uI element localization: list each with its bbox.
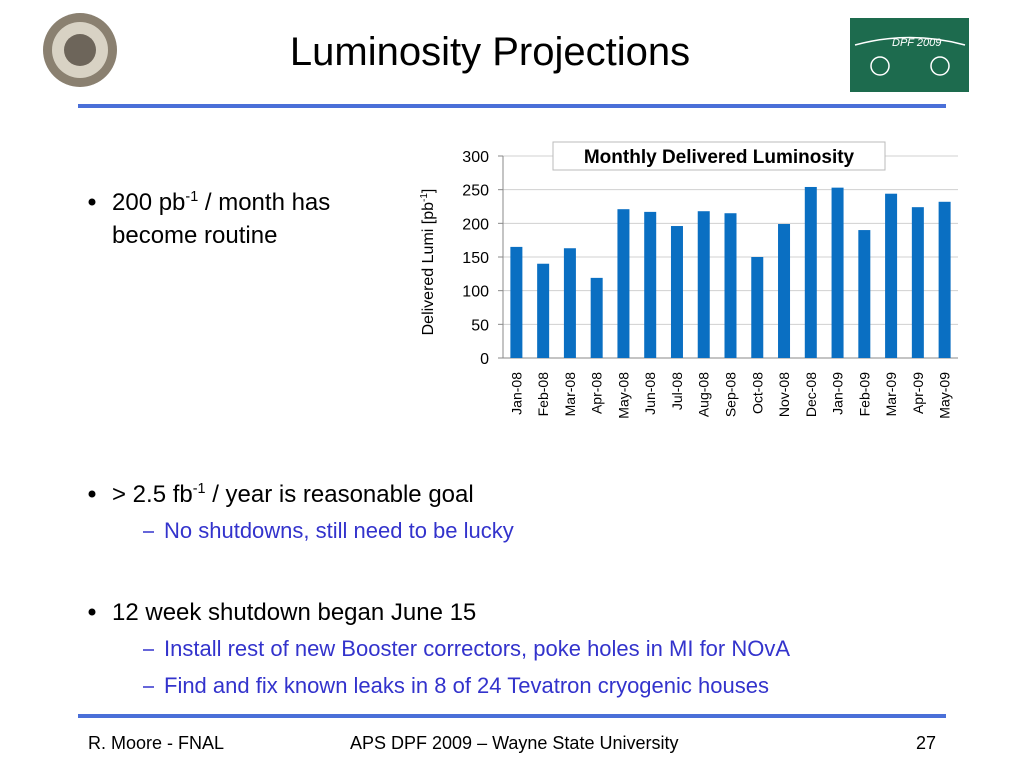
x-tick-label: Oct-08 bbox=[749, 372, 765, 414]
text-run: > 2.5 fb bbox=[112, 481, 193, 508]
x-tick-label: Mar-09 bbox=[883, 372, 899, 417]
bar bbox=[831, 187, 844, 358]
bar bbox=[697, 211, 710, 358]
footer-center: APS DPF 2009 – Wayne State University bbox=[350, 733, 679, 753]
superscript: -1 bbox=[419, 193, 430, 202]
text-run: / year is reasonable goal bbox=[205, 481, 474, 508]
footer-rule bbox=[78, 714, 946, 718]
superscript: -1 bbox=[185, 189, 199, 205]
footer-page: 27 bbox=[915, 733, 936, 753]
x-tick-label: Jan-08 bbox=[508, 372, 524, 415]
bar bbox=[858, 230, 871, 358]
bar bbox=[804, 186, 817, 358]
bar bbox=[563, 248, 576, 358]
logo-text: DPF 2009 bbox=[892, 37, 941, 49]
bar bbox=[751, 257, 764, 358]
superscript: -1 bbox=[192, 481, 206, 497]
text-run: Delivered Lumi [pb bbox=[420, 202, 437, 336]
x-tick-label: Jan-09 bbox=[830, 372, 846, 415]
logo-circle bbox=[870, 56, 890, 76]
bar bbox=[911, 207, 924, 358]
x-tick-label: Aug-08 bbox=[696, 372, 712, 417]
text-run: 200 pb bbox=[112, 189, 186, 216]
bar bbox=[644, 211, 657, 358]
text-run: / month has become routine bbox=[112, 189, 331, 249]
bullet-dot bbox=[88, 490, 96, 498]
x-tick-label: Jul-08 bbox=[669, 372, 685, 410]
y-tick-label: 200 bbox=[462, 216, 489, 233]
text-run: ] bbox=[420, 189, 437, 193]
x-tick-label: Mar-08 bbox=[562, 372, 578, 417]
chart-title-box bbox=[552, 141, 886, 171]
bar bbox=[590, 277, 603, 358]
bar bbox=[938, 201, 951, 358]
bullet-text: 12 week shutdown began June 15 bbox=[112, 596, 476, 629]
bar bbox=[885, 193, 898, 358]
bullet-dot bbox=[88, 608, 96, 616]
text-run: 12 week shutdown began June 15 bbox=[112, 599, 477, 626]
bullet-text: 200 pb-1 / month has become routine bbox=[112, 186, 382, 252]
bar bbox=[778, 224, 791, 358]
x-tick-label: Jun-08 bbox=[642, 372, 658, 415]
footer-left: R. Moore - FNAL bbox=[88, 733, 225, 753]
header-rule bbox=[78, 104, 946, 108]
x-tick-label: Sep-08 bbox=[723, 372, 739, 417]
x-tick-label: Feb-09 bbox=[856, 372, 872, 417]
x-tick-label: May-09 bbox=[937, 372, 953, 419]
x-tick-label: May-08 bbox=[615, 372, 631, 419]
sub-bullet-text: No shutdowns, still need to be lucky bbox=[164, 518, 514, 543]
y-tick-label: 150 bbox=[462, 250, 489, 267]
x-tick-label: Apr-09 bbox=[910, 372, 926, 414]
bar bbox=[670, 226, 683, 358]
bullet-dot bbox=[88, 198, 96, 206]
bar bbox=[617, 209, 630, 358]
y-tick-label: 250 bbox=[462, 183, 489, 200]
bar bbox=[510, 246, 523, 358]
left-logo-core bbox=[64, 34, 96, 66]
bullet-text: > 2.5 fb-1 / year is reasonable goal bbox=[112, 478, 474, 511]
sub-bullet-text: Install rest of new Booster correctors, … bbox=[164, 636, 791, 661]
y-tick-label: 100 bbox=[462, 284, 489, 301]
logo-arc bbox=[854, 36, 966, 46]
x-tick-label: Apr-08 bbox=[589, 372, 605, 414]
slide-title: Luminosity Projections bbox=[289, 30, 691, 74]
logo-circle bbox=[930, 56, 950, 76]
x-tick-label: Feb-08 bbox=[535, 372, 551, 417]
y-tick-label: 0 bbox=[480, 351, 489, 368]
y-tick-label: 300 bbox=[462, 149, 489, 166]
bar bbox=[724, 213, 737, 358]
chart-title: Monthly Delivered Luminosity bbox=[584, 147, 855, 168]
x-tick-label: Nov-08 bbox=[776, 372, 792, 417]
bar bbox=[537, 263, 550, 358]
x-tick-label: Dec-08 bbox=[803, 372, 819, 417]
sub-bullet-text: Find and fix known leaks in 8 of 24 Teva… bbox=[164, 673, 769, 698]
y-tick-label: 50 bbox=[471, 317, 489, 334]
right-logo bbox=[850, 18, 969, 92]
y-axis-label: Delivered Lumi [pb-1] bbox=[419, 189, 437, 336]
